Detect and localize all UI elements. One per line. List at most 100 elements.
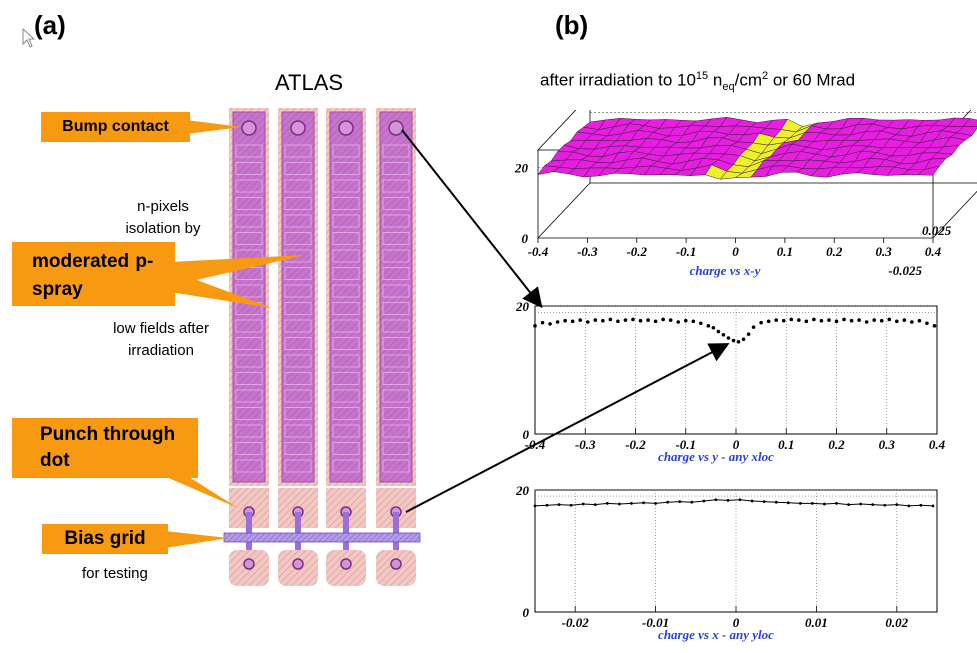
plot-point <box>706 324 711 328</box>
pixel-segment <box>332 232 360 245</box>
plot-point <box>810 502 814 505</box>
plot-point <box>919 503 923 507</box>
pixel-segment <box>332 372 360 385</box>
bias-grid-pointer <box>165 531 228 548</box>
surface-x-tick-label: 0.3 <box>876 244 893 259</box>
plot-point <box>601 318 605 323</box>
plot-point <box>578 318 583 322</box>
plot-point <box>593 318 598 322</box>
plot-point <box>721 333 726 337</box>
pixel-segment <box>235 197 263 210</box>
plot-point <box>545 503 549 507</box>
plot-point <box>605 502 609 505</box>
plot-point <box>638 318 643 323</box>
plot-point <box>823 502 826 506</box>
plot-point <box>759 320 763 325</box>
pixel-segment <box>382 267 410 280</box>
plot-point <box>819 318 824 323</box>
pixel-segment <box>332 424 360 438</box>
plot-point <box>646 318 650 322</box>
bump-contact-pad <box>241 120 257 136</box>
pixel-segment <box>382 249 410 263</box>
pixel-segment <box>332 214 360 228</box>
pixel-strip <box>376 108 416 586</box>
surface-z-tick-label: 20 <box>514 161 529 176</box>
title-exponent: 15 <box>695 70 709 82</box>
surface-y-tick-label: -0.025 <box>888 263 922 278</box>
surface-x-tick-label: -0.2 <box>626 244 647 259</box>
pixel-segment <box>332 302 360 315</box>
plot-point <box>827 318 831 322</box>
plot-x-tick-label: 0.02 <box>885 615 908 630</box>
plot-point <box>789 317 794 322</box>
title-tail: or 60 Mrad <box>768 70 856 90</box>
pixel-segment <box>332 442 360 455</box>
pixel-segment <box>284 249 312 263</box>
title-unit-exponent: 2 <box>762 70 769 82</box>
plot-point <box>798 502 802 505</box>
plot-x-tick-label: 0.4 <box>929 437 946 452</box>
plot-point <box>726 498 730 502</box>
pixel-segment <box>332 389 360 403</box>
plot-point <box>653 319 658 324</box>
plot-x-tick-label: 0.1 <box>778 437 794 452</box>
plot-point <box>654 502 657 505</box>
plot-point <box>864 320 869 324</box>
plot-point <box>555 320 560 324</box>
plot-caption: charge vs x - any yloc <box>658 627 774 642</box>
pixel-segment <box>235 424 263 438</box>
surface-mesh <box>537 116 977 180</box>
plot-point <box>711 325 716 330</box>
test-dot <box>390 558 402 570</box>
title-main: after irradiation to 10 <box>540 70 696 90</box>
plot-point <box>714 498 718 502</box>
pixel-segment <box>284 267 312 280</box>
punch-through-dot-callout: Punch through dot <box>12 418 198 478</box>
pixel-segment <box>284 424 312 438</box>
plot-point <box>623 318 628 322</box>
plot-point <box>540 320 545 325</box>
plot-point <box>691 319 696 324</box>
plot-point <box>533 504 537 508</box>
dot-to-dip-arrow <box>405 343 730 513</box>
pixel-segment <box>382 442 410 455</box>
surface-x-tick-label: 0.1 <box>777 244 793 259</box>
bump-contact-pad <box>338 120 354 136</box>
plot-point <box>666 500 670 504</box>
plot-point <box>642 501 645 505</box>
pixel-segment <box>332 197 360 210</box>
plot-point <box>618 502 621 506</box>
surface-x-tick-label: -0.1 <box>676 244 697 259</box>
pixel-segment <box>284 319 312 333</box>
pixel-segment <box>235 284 263 298</box>
plot-point <box>766 319 771 324</box>
pixel-segment <box>382 144 410 158</box>
pixel-segment <box>382 459 410 473</box>
pixel-segment <box>284 442 312 455</box>
title-unit: /cm <box>734 70 762 90</box>
pixel-segment <box>284 232 312 245</box>
pixel-segment <box>284 459 312 473</box>
pixel-segment <box>332 354 360 368</box>
plot-point <box>902 318 907 322</box>
pixel-segment <box>284 389 312 403</box>
bump-to-plot-arrow <box>401 129 543 309</box>
plot-x-tick-label: 0.2 <box>828 437 845 452</box>
pixel-segment <box>284 337 312 350</box>
plot-point <box>917 318 922 323</box>
atlas-title: ATLAS <box>275 70 344 95</box>
pixel-segment <box>235 179 263 193</box>
pixel-segment <box>284 197 312 210</box>
surface-cell <box>917 165 941 176</box>
pixel-strip <box>326 108 366 586</box>
plot-point <box>895 319 899 324</box>
plot-x-tick-label: -0.01 <box>642 615 669 630</box>
plot-point <box>879 318 884 323</box>
plot-point <box>668 318 673 322</box>
panel-b-label: (b) <box>555 10 589 40</box>
surface-x-tick-label: -0.3 <box>577 244 598 259</box>
pixel-segment <box>382 284 410 298</box>
plot-point <box>581 502 585 506</box>
plot-point <box>786 501 790 505</box>
pixel-segment <box>235 442 263 455</box>
